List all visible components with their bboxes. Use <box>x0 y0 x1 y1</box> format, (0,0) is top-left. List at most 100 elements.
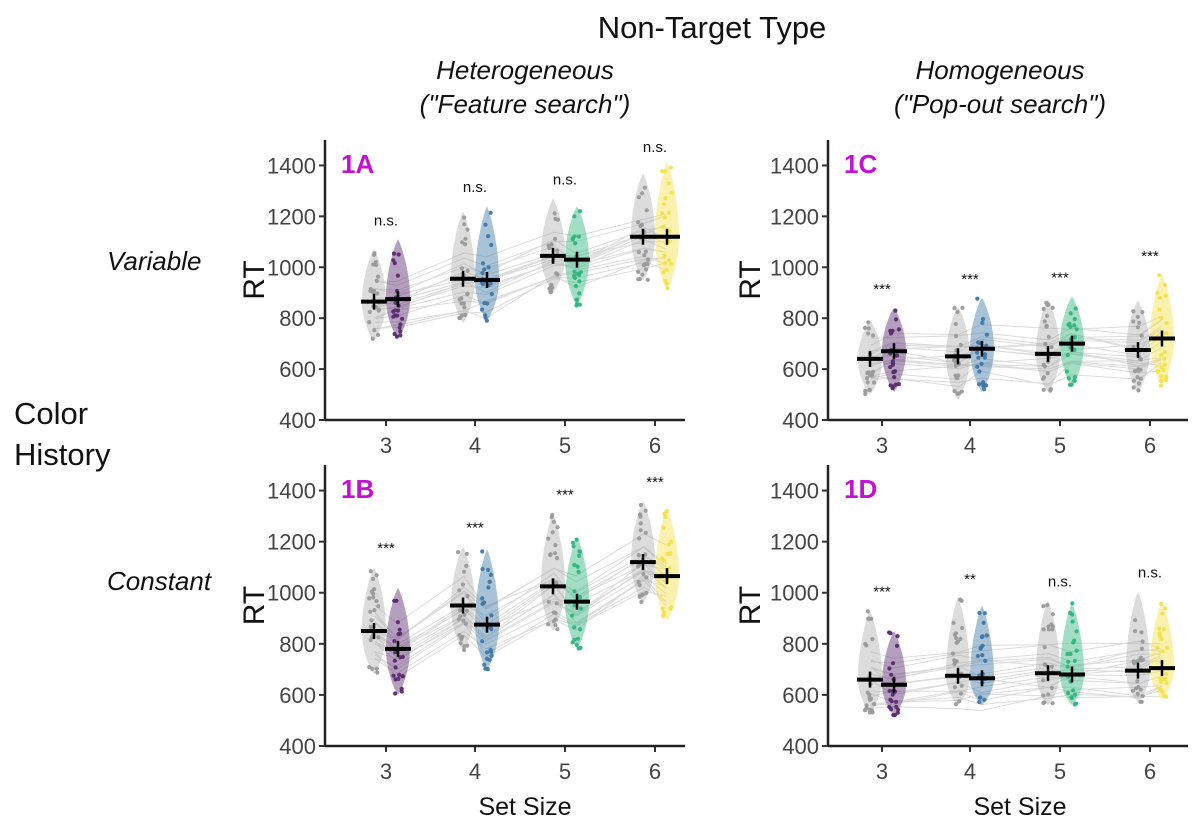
x-tick-label-4: 4 <box>469 759 481 784</box>
data-point-colored-setsize-6 <box>663 514 668 520</box>
data-point-colored-setsize-4 <box>486 567 491 573</box>
significance-label-setsize-6: n.s. <box>1138 564 1162 581</box>
data-point-colored-setsize-3 <box>888 697 893 702</box>
data-point-gray-setsize-6 <box>636 553 641 558</box>
data-point-gray-setsize-4 <box>951 358 957 363</box>
data-point-gray-setsize-5 <box>1044 323 1049 328</box>
data-point-gray-setsize-6 <box>641 571 646 577</box>
y-tick-label-800: 800 <box>782 632 819 657</box>
data-point-colored-setsize-5 <box>1071 688 1076 693</box>
data-point-gray-setsize-4 <box>464 563 469 569</box>
data-point-colored-setsize-6 <box>661 224 666 229</box>
data-point-colored-setsize-4 <box>486 234 491 239</box>
subject-line <box>870 320 1162 352</box>
subject-line <box>374 570 667 654</box>
y-tick-label-1000: 1000 <box>267 581 316 606</box>
y-tick-label-800: 800 <box>782 306 819 331</box>
data-point-colored-setsize-4 <box>489 653 494 659</box>
data-point-colored-setsize-3 <box>890 692 895 697</box>
data-point-colored-setsize-4 <box>480 261 486 266</box>
data-point-colored-setsize-3 <box>398 322 403 327</box>
subject-line <box>870 362 1162 385</box>
data-point-gray-setsize-5 <box>1050 701 1055 706</box>
subject-line <box>374 226 667 291</box>
data-point-gray-setsize-4 <box>461 618 466 623</box>
data-point-gray-setsize-4 <box>958 636 963 642</box>
data-point-gray-setsize-5 <box>1041 627 1046 632</box>
data-point-colored-setsize-6 <box>665 286 670 291</box>
subject-line <box>374 234 667 309</box>
subject-line <box>870 333 1162 364</box>
y-tick-label-1200: 1200 <box>770 530 819 555</box>
data-point-colored-setsize-5 <box>574 537 579 542</box>
data-point-gray-setsize-6 <box>637 536 642 541</box>
data-point-colored-setsize-4 <box>485 301 490 306</box>
data-point-colored-setsize-5 <box>1069 695 1074 700</box>
data-point-gray-setsize-5 <box>551 519 556 525</box>
data-point-colored-setsize-4 <box>480 596 485 601</box>
data-point-colored-setsize-6 <box>1164 672 1169 677</box>
data-point-gray-setsize-6 <box>642 185 648 190</box>
subject-line <box>374 255 667 320</box>
data-point-gray-setsize-6 <box>1135 375 1140 380</box>
data-point-gray-setsize-3 <box>374 666 379 671</box>
data-point-gray-setsize-3 <box>372 608 377 613</box>
data-point-colored-setsize-6 <box>662 215 668 220</box>
data-point-colored-setsize-3 <box>398 631 403 636</box>
significance-label-setsize-5: n.s. <box>553 172 577 189</box>
data-point-colored-setsize-6 <box>669 539 674 544</box>
data-point-colored-setsize-3 <box>391 251 397 256</box>
data-point-gray-setsize-6 <box>1135 314 1140 319</box>
violin-gray-setsize-5 <box>1036 299 1060 392</box>
significance-label-setsize-3: *** <box>873 281 891 298</box>
subject-lines <box>374 533 667 679</box>
data-point-gray-setsize-5 <box>1046 334 1051 339</box>
data-point-colored-setsize-4 <box>479 307 485 312</box>
data-point-colored-setsize-5 <box>1072 375 1077 380</box>
panel-label: 1C <box>844 149 877 179</box>
data-point-gray-setsize-4 <box>952 685 958 690</box>
subject-line <box>374 568 667 659</box>
data-point-gray-setsize-6 <box>1136 381 1142 386</box>
data-point-colored-setsize-6 <box>664 267 669 272</box>
data-point-gray-setsize-6 <box>1140 639 1145 644</box>
panel-label: 1B <box>341 474 374 504</box>
data-point-gray-setsize-3 <box>367 596 372 601</box>
data-point-colored-setsize-5 <box>1072 335 1077 340</box>
data-point-gray-setsize-6 <box>1133 618 1138 623</box>
data-point-gray-setsize-4 <box>955 309 960 315</box>
x-tick-label-6: 6 <box>1144 759 1156 784</box>
data-point-colored-setsize-3 <box>394 598 399 603</box>
data-point-gray-setsize-6 <box>640 272 645 277</box>
data-point-gray-setsize-3 <box>865 380 870 385</box>
violin-gray-setsize-6 <box>631 173 655 280</box>
data-point-colored-setsize-5 <box>1072 323 1077 328</box>
data-point-gray-setsize-4 <box>460 634 465 640</box>
data-point-gray-setsize-4 <box>950 651 956 656</box>
x-tick-label-6: 6 <box>649 433 661 458</box>
data-point-gray-setsize-4 <box>952 632 958 637</box>
data-point-gray-setsize-4 <box>463 621 468 626</box>
y-tick-label-400: 400 <box>782 734 819 759</box>
data-point-colored-setsize-3 <box>393 300 398 305</box>
data-point-colored-setsize-6 <box>663 196 668 201</box>
column-subtitle-pop-out-search: ("Pop-out search") <box>894 89 1106 119</box>
data-point-gray-setsize-4 <box>960 625 965 631</box>
y-tick-label-1200: 1200 <box>267 530 316 555</box>
data-point-gray-setsize-3 <box>368 624 373 630</box>
data-point-gray-setsize-3 <box>367 309 372 315</box>
significance-label-setsize-6: *** <box>1141 248 1159 265</box>
data-point-gray-setsize-6 <box>643 530 648 536</box>
violin-colored-setsize-4 <box>475 206 499 321</box>
data-point-colored-setsize-4 <box>489 649 494 655</box>
data-point-gray-setsize-4 <box>463 242 468 247</box>
data-point-colored-setsize-4 <box>975 364 980 369</box>
data-point-colored-setsize-5 <box>570 236 575 241</box>
data-point-gray-setsize-3 <box>864 376 870 381</box>
data-point-colored-setsize-6 <box>1161 367 1166 373</box>
data-point-colored-setsize-3 <box>888 331 894 336</box>
data-point-colored-setsize-6 <box>664 508 669 514</box>
data-point-gray-setsize-3 <box>869 708 874 713</box>
data-point-gray-setsize-6 <box>642 253 647 258</box>
data-point-colored-setsize-3 <box>888 365 893 370</box>
